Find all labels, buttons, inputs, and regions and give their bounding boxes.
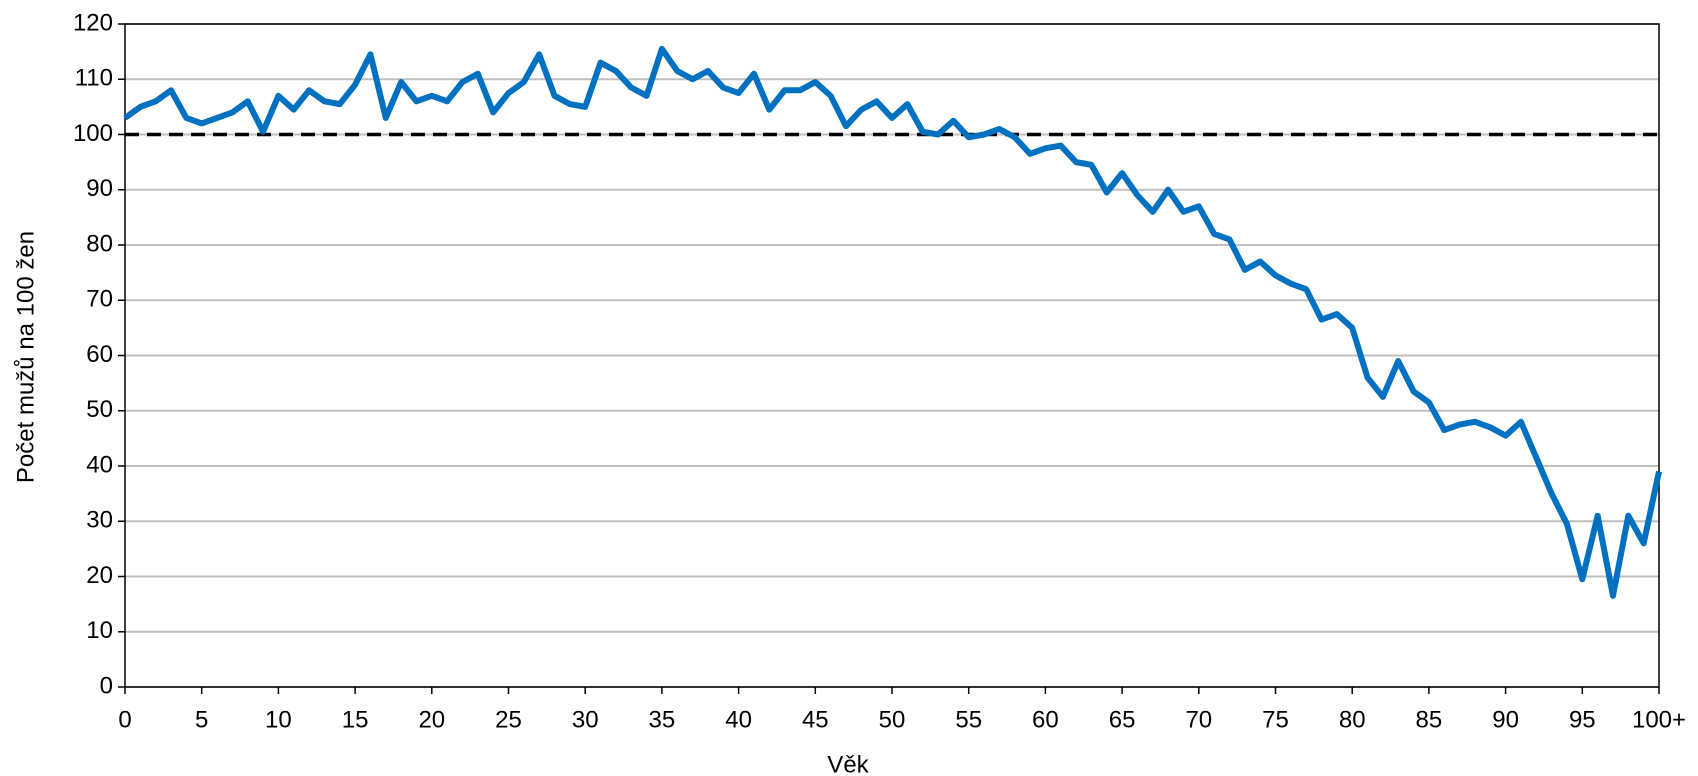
y-tick-label: 60 [86, 341, 113, 368]
y-tick-label: 70 [86, 286, 113, 313]
x-tick-label: 30 [572, 706, 599, 733]
x-tick-label: 60 [1032, 706, 1059, 733]
y-tick-label: 20 [86, 562, 113, 589]
x-tick-label: 5 [195, 706, 208, 733]
x-tick-label: 80 [1339, 706, 1366, 733]
y-tick-label: 40 [86, 451, 113, 478]
y-tick-label: 50 [86, 396, 113, 423]
x-tick-label: 70 [1185, 706, 1212, 733]
y-tick-label: 0 [100, 672, 113, 699]
x-tick-label: 0 [118, 706, 131, 733]
y-tick-label: 100 [73, 120, 113, 147]
x-tick-label: 75 [1262, 706, 1289, 733]
x-tick-label: 55 [955, 706, 982, 733]
x-tick-label: 35 [649, 706, 676, 733]
x-tick-label: 10 [265, 706, 292, 733]
y-tick-label: 90 [86, 175, 113, 202]
x-tick-label: 25 [495, 706, 522, 733]
x-tick-label: 90 [1492, 706, 1519, 733]
plot-frame [124, 23, 1660, 688]
y-tick-label: 80 [86, 230, 113, 257]
x-tick-label: 95 [1569, 706, 1596, 733]
x-tick-label: 45 [802, 706, 829, 733]
y-tick-label: 110 [75, 65, 113, 92]
x-axis-label: Věk [827, 751, 869, 776]
data-line [123, 45, 1662, 599]
x-tick-label: 50 [879, 706, 906, 733]
x-tick-label: 20 [418, 706, 445, 733]
y-tick-label: 30 [86, 507, 113, 534]
y-tick-label: 10 [86, 617, 113, 644]
x-tick-label: 15 [342, 706, 369, 733]
x-tick-label: 100+ [1632, 706, 1686, 733]
y-tick-label: 120 [73, 9, 113, 36]
x-tick-label: 85 [1416, 706, 1443, 733]
x-tick-label: 65 [1109, 706, 1136, 733]
y-axis-label: Počet mužů na 100 žen [12, 231, 39, 483]
x-tick-label: 40 [725, 706, 752, 733]
